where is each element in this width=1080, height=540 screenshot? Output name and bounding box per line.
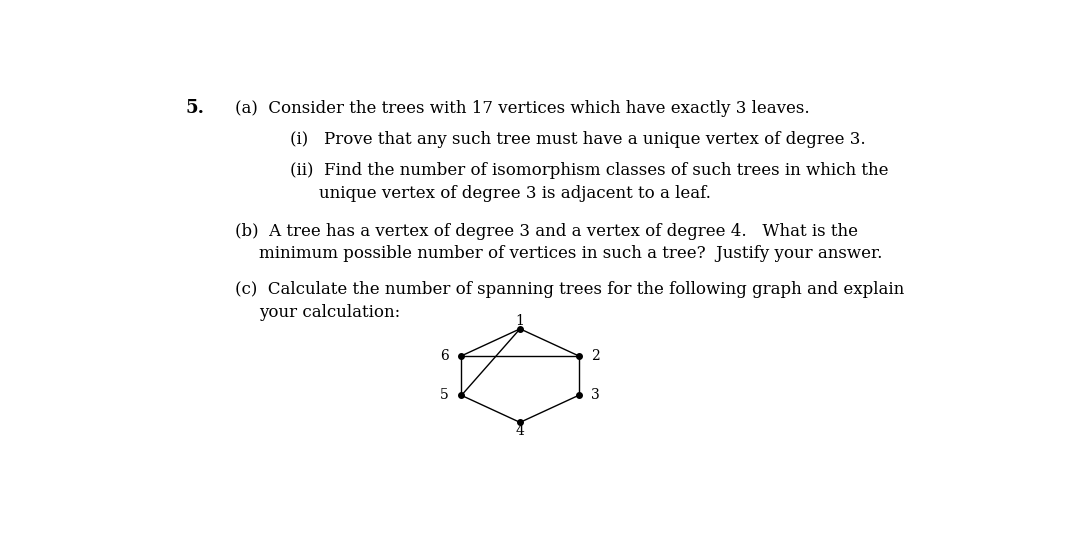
Text: (c)  Calculate the number of spanning trees for the following graph and explain: (c) Calculate the number of spanning tre…: [235, 281, 905, 298]
Text: 6: 6: [441, 349, 449, 363]
Text: (a)  Consider the trees with 17 vertices which have exactly 3 leaves.: (a) Consider the trees with 17 vertices …: [235, 100, 810, 117]
Text: unique vertex of degree 3 is adjacent to a leaf.: unique vertex of degree 3 is adjacent to…: [320, 185, 711, 202]
Text: (ii)  Find the number of isomorphism classes of such trees in which the: (ii) Find the number of isomorphism clas…: [289, 163, 889, 179]
Text: 1: 1: [515, 314, 525, 328]
Text: 3: 3: [591, 388, 599, 402]
Text: (i)   Prove that any such tree must have a unique vertex of degree 3.: (i) Prove that any such tree must have a…: [289, 131, 865, 148]
Text: 5: 5: [441, 388, 449, 402]
Text: 2: 2: [591, 349, 599, 363]
Text: 4: 4: [515, 424, 525, 438]
Text: minimum possible number of vertices in such a tree?  Justify your answer.: minimum possible number of vertices in s…: [259, 246, 882, 262]
Text: your calculation:: your calculation:: [259, 303, 400, 321]
Text: 5.: 5.: [186, 99, 204, 118]
Text: (b)  A tree has a vertex of degree 3 and a vertex of degree 4.   What is the: (b) A tree has a vertex of degree 3 and …: [235, 222, 859, 240]
